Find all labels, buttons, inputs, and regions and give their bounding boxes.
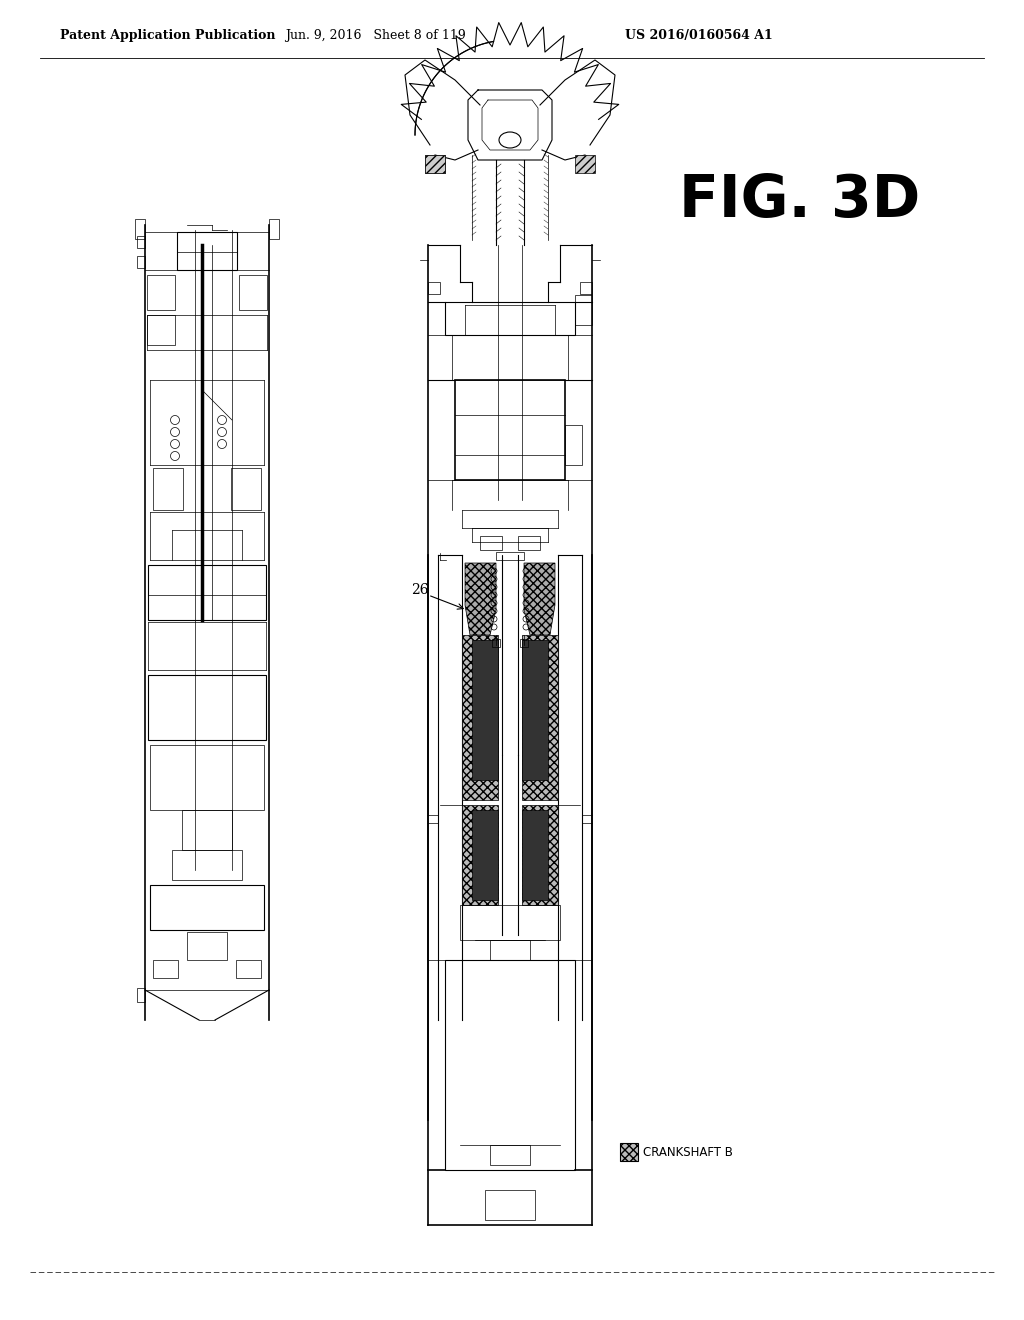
Bar <box>520 639 528 647</box>
Bar <box>172 850 242 880</box>
Polygon shape <box>524 564 555 635</box>
Bar <box>522 635 558 800</box>
Bar <box>148 565 266 620</box>
Bar <box>575 154 595 173</box>
Text: Patent Application Publication: Patent Application Publication <box>60 29 275 41</box>
Bar <box>147 275 175 310</box>
Bar <box>522 640 548 780</box>
Text: US 2016/0160564 A1: US 2016/0160564 A1 <box>625 29 773 41</box>
Bar <box>177 232 237 271</box>
Bar <box>445 960 575 1170</box>
Bar <box>480 536 502 550</box>
Bar <box>518 536 540 550</box>
Bar <box>147 315 175 345</box>
Bar <box>522 640 548 780</box>
Bar <box>182 810 232 850</box>
Bar <box>445 302 575 335</box>
Bar <box>150 744 264 810</box>
Bar <box>236 960 261 978</box>
Bar <box>575 294 592 325</box>
Bar <box>148 675 266 741</box>
Bar <box>490 940 530 960</box>
Text: Jun. 9, 2016   Sheet 8 of 119: Jun. 9, 2016 Sheet 8 of 119 <box>285 29 465 41</box>
Bar <box>485 1191 535 1220</box>
Bar <box>455 380 565 480</box>
Bar <box>472 640 498 780</box>
Bar <box>137 256 145 268</box>
Bar <box>150 884 264 931</box>
Bar <box>620 1143 638 1162</box>
Bar <box>135 219 145 239</box>
Bar <box>239 275 267 310</box>
Text: CRANKSHAFT B: CRANKSHAFT B <box>643 1146 733 1159</box>
Bar <box>137 236 145 248</box>
Bar <box>472 810 498 900</box>
Bar <box>462 635 498 800</box>
Bar <box>522 810 548 900</box>
Polygon shape <box>465 564 496 635</box>
Text: FIG. 3D: FIG. 3D <box>679 172 921 228</box>
Bar <box>269 219 279 239</box>
Bar <box>565 425 582 465</box>
Bar <box>492 639 500 647</box>
Bar <box>428 282 440 294</box>
Bar <box>187 932 227 960</box>
Bar <box>425 154 445 173</box>
Bar <box>580 282 592 294</box>
Bar <box>522 805 558 906</box>
Bar <box>425 154 445 173</box>
Bar <box>496 552 524 560</box>
Bar <box>460 906 560 940</box>
Bar <box>462 805 498 906</box>
Bar <box>153 960 178 978</box>
Bar <box>490 1144 530 1166</box>
Bar <box>153 469 183 510</box>
Bar <box>231 469 261 510</box>
Bar <box>137 987 145 1002</box>
Bar <box>472 640 498 780</box>
Text: 26: 26 <box>412 583 429 597</box>
